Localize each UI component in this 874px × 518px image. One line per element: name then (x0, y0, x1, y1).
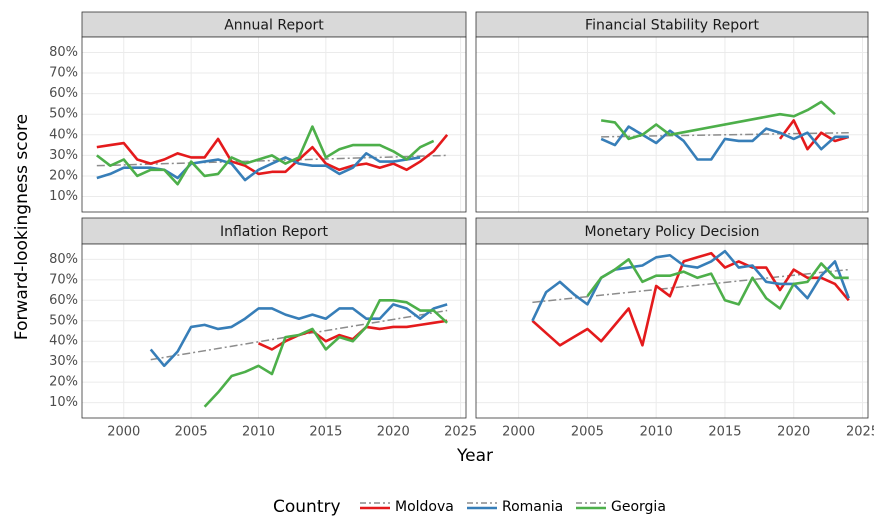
strip (475, 217, 869, 245)
legend-label: Moldova (395, 499, 454, 515)
y-tick-label: 60% (49, 293, 78, 308)
trend-line (96, 154, 448, 167)
y-axis-title: Forward-lookingness score (12, 114, 32, 340)
series-line (149, 303, 448, 368)
x-axis-title: Year (456, 446, 493, 466)
panel-title: Inflation Report (220, 224, 329, 240)
panel (82, 244, 466, 418)
y-tick-label: 50% (49, 313, 78, 328)
x-tick-label: 2010 (640, 425, 673, 440)
y-tick-label: 60% (49, 86, 78, 101)
x-tick-label: 2025 (846, 425, 874, 440)
x-tick-label: 2015 (708, 425, 741, 440)
series-line (257, 319, 448, 351)
legend-label: Romania (502, 499, 563, 515)
x-tick-label: 2005 (571, 425, 604, 440)
series-line (531, 249, 850, 322)
y-tick-label: 30% (49, 148, 78, 163)
trend-line (532, 268, 849, 304)
x-tick-label: 2015 (309, 425, 342, 440)
legend-title: Country (273, 497, 341, 517)
y-tick-label: 20% (49, 168, 78, 183)
series-line (203, 298, 449, 408)
strip (81, 11, 467, 38)
y-tick-label: 70% (49, 272, 78, 287)
panel-title: Monetary Policy Decision (584, 224, 759, 240)
panel-title: Annual Report (224, 18, 324, 34)
x-tick-label: 2005 (175, 425, 208, 440)
series-line (586, 258, 849, 310)
strip (81, 217, 467, 245)
y-tick-label: 40% (49, 334, 78, 349)
series-line (96, 125, 435, 186)
x-tick-label: 2000 (107, 425, 140, 440)
legend-label: Georgia (611, 499, 666, 515)
strip (475, 11, 869, 38)
series-line (96, 133, 449, 176)
y-tick-label: 70% (49, 66, 78, 81)
panel-border (475, 243, 869, 419)
panel-border (81, 36, 467, 213)
x-tick-label: 2025 (444, 425, 477, 440)
y-tick-label: 50% (49, 107, 78, 122)
y-tick-label: 20% (49, 375, 78, 390)
series-line (96, 152, 421, 182)
y-tick-label: 10% (49, 395, 78, 410)
x-tick-label: 2020 (777, 425, 810, 440)
panel-title: Financial Stability Report (585, 18, 759, 34)
panel (82, 37, 466, 212)
y-tick-label: 10% (49, 189, 78, 204)
panel-border (81, 243, 467, 419)
trend-line (601, 131, 849, 138)
x-tick-label: 2000 (502, 425, 535, 440)
panel (476, 37, 868, 212)
panel-border (475, 36, 869, 213)
x-tick-label: 2020 (377, 425, 410, 440)
x-tick-label: 2010 (242, 425, 275, 440)
y-tick-label: 40% (49, 127, 78, 142)
series-line (600, 100, 836, 141)
y-tick-label: 80% (49, 252, 78, 267)
y-tick-label: 80% (49, 45, 78, 60)
series-line (531, 251, 850, 347)
y-tick-label: 30% (49, 354, 78, 369)
panel (476, 244, 868, 418)
